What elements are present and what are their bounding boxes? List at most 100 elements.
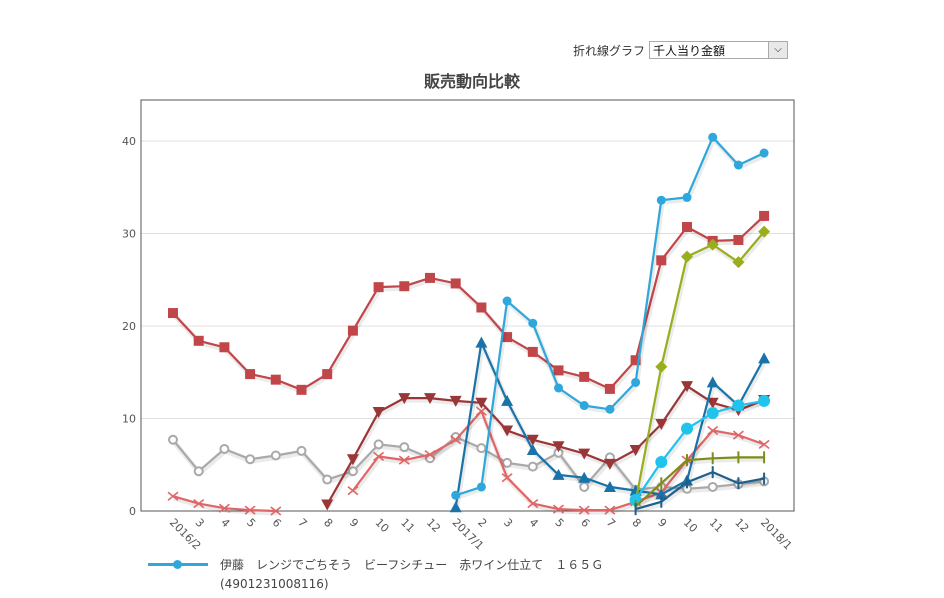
data-point[interactable] [708,132,718,142]
data-point[interactable] [193,466,204,477]
data-point[interactable] [167,491,179,501]
data-point[interactable] [424,393,436,405]
series-shadow[interactable] [635,471,766,514]
series-shadow[interactable] [351,408,766,515]
data-point[interactable] [604,383,615,394]
s-red-square[interactable] [168,210,770,395]
data-point[interactable] [527,498,539,509]
series-line[interactable] [326,385,765,506]
data-point[interactable] [322,369,333,380]
data-point[interactable] [244,505,256,515]
series-shadow[interactable] [634,456,766,511]
data-point[interactable] [553,504,564,514]
data-point[interactable] [502,296,512,306]
data-point[interactable] [656,255,667,266]
data-point[interactable] [655,488,668,500]
data-point[interactable] [475,336,488,348]
s-blue-circle[interactable] [451,132,769,500]
data-point[interactable] [270,374,281,385]
data-point[interactable] [219,342,230,353]
series-line[interactable] [455,136,765,497]
series-line[interactable] [635,471,765,511]
data-point[interactable] [501,394,514,406]
s-cyan-big-circle[interactable] [629,394,771,506]
data-point[interactable] [347,325,358,336]
data-point[interactable] [296,384,307,395]
series-shadow[interactable] [173,495,277,516]
data-point[interactable] [526,443,539,455]
s-darkred-triangle-down[interactable] [321,381,771,511]
data-point[interactable] [732,256,745,269]
data-point[interactable] [732,399,745,412]
data-point[interactable] [245,369,256,380]
data-point[interactable] [681,422,693,435]
data-point[interactable] [552,441,565,453]
data-point[interactable] [579,401,589,411]
data-point[interactable] [449,501,462,513]
data-point[interactable] [528,318,538,328]
data-point[interactable] [759,210,770,221]
data-point[interactable] [707,481,718,492]
data-point[interactable] [373,439,384,450]
data-point[interactable] [425,272,435,283]
data-point[interactable] [502,332,513,343]
data-point[interactable] [398,455,410,465]
data-point[interactable] [193,335,204,346]
data-point[interactable] [554,383,563,393]
data-point[interactable] [449,395,462,407]
data-point[interactable] [552,468,565,480]
data-point[interactable] [682,192,692,202]
data-point[interactable] [579,371,590,382]
series-shadow[interactable] [326,384,767,508]
data-point[interactable] [707,425,719,436]
data-point[interactable] [527,461,538,472]
data-point[interactable] [732,430,744,440]
data-point[interactable] [476,482,486,492]
data-point[interactable] [681,381,693,393]
data-point[interactable] [630,355,641,366]
data-point[interactable] [629,484,642,496]
data-point[interactable] [502,457,513,468]
data-point[interactable] [656,195,666,205]
data-point[interactable] [450,278,461,289]
data-point[interactable] [759,148,769,158]
data-point[interactable] [321,499,334,511]
data-point[interactable] [450,435,462,445]
data-point[interactable] [706,397,719,409]
data-point[interactable] [758,394,771,407]
data-point[interactable] [758,352,771,364]
data-point[interactable] [655,360,668,373]
data-point[interactable] [501,473,513,483]
s-olive-diamond[interactable] [629,225,771,508]
data-point[interactable] [578,448,591,460]
data-point[interactable] [706,406,719,419]
data-point[interactable] [219,444,230,455]
data-point[interactable] [579,481,590,492]
data-point[interactable] [603,480,616,492]
data-point[interactable] [322,474,333,485]
data-point[interactable] [527,346,538,357]
s-navy-dash[interactable] [634,466,766,516]
data-point[interactable] [631,377,641,387]
data-point[interactable] [347,466,358,477]
data-point[interactable] [603,458,616,470]
data-point[interactable] [655,455,668,468]
data-point[interactable] [346,454,359,466]
data-point[interactable] [270,450,281,461]
data-point[interactable] [475,397,488,409]
data-point[interactable] [706,238,719,251]
data-point[interactable] [451,490,461,500]
data-point[interactable] [578,505,590,515]
data-point[interactable] [270,506,282,516]
data-point[interactable] [218,503,230,513]
series-shadow[interactable] [634,232,768,505]
series-line[interactable] [634,230,765,503]
data-point[interactable] [296,445,307,456]
data-point[interactable] [372,407,385,419]
data-point[interactable] [501,425,514,437]
legend-item-label[interactable]: 伊藤 レンジでごちそう ビーフシチュー 赤ワイン仕立て １６５Ｇ [220,558,604,572]
data-point[interactable] [399,281,410,292]
series-shadow[interactable] [455,134,767,500]
data-point[interactable] [476,302,487,313]
data-point[interactable] [706,376,719,388]
